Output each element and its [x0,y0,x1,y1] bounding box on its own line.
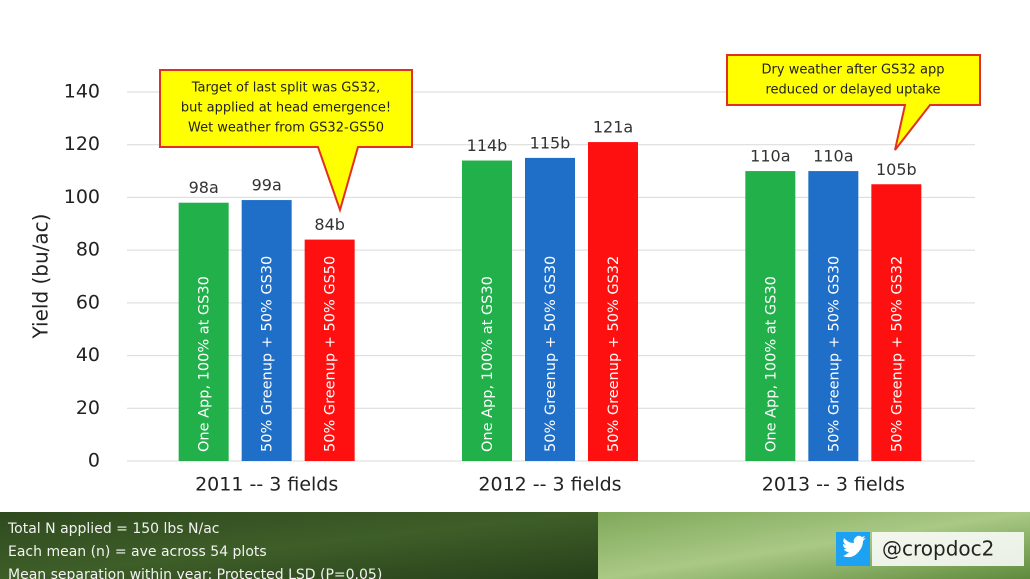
value-label: 110a [750,147,790,166]
bar-label: One App, 100% at GS30 [763,276,779,452]
value-label: 121a [593,118,633,137]
callout-box [726,54,981,151]
bar [588,142,638,462]
annotation-line: Target of last split was GS32, [191,81,381,96]
handle-box [872,532,1024,566]
value-label: 114b [467,136,508,155]
footer-note: Total N applied = 150 lbs N/ac [7,521,220,537]
y-axis-label: Yield (bu/ac) [29,214,53,340]
footer-photo [0,512,598,579]
plot-area: 0 20 40 60 80 100 120 140 2011 -- 3 fields 98a One… [64,81,975,496]
bar-label: 50% Greenup + 50% GS30 [260,256,276,452]
value-label: 98a [189,178,219,197]
value-label: 84b [314,215,345,234]
value-label: 110a [813,147,853,166]
bar [178,202,229,461]
bar-label: 50% Greenup + 50% GS30 [543,256,559,452]
bar-label: 50% Greenup + 50% GS30 [826,256,842,452]
footer: Total N applied = 150 lbs N/ac Each mean… [0,512,1030,579]
x-tick-label: 2011 -- 3 fields [195,474,338,496]
value-label: 99a [252,176,282,195]
callout: Target of last split was GS32, but appli… [159,69,413,214]
footer-note: Mean separation within year: Protected L… [8,567,382,579]
y-tick-label: 60 [76,291,100,313]
bar-label: 50% Greenup + 50% GS50 [323,256,339,452]
bar-label: One App, 100% at GS30 [197,276,213,452]
x-tick-label: 2013 -- 3 fields [762,474,905,496]
x-tick-label: 2012 -- 3 fields [478,474,621,496]
value-label: 105b [876,160,917,179]
bar [525,157,575,461]
bar-label: 50% Greenup + 50% GS32 [889,256,905,452]
footer-note: Each mean (n) = ave across 54 plots [8,544,267,560]
bar [808,171,859,462]
bar [304,239,355,461]
twitter-handle: @cropdoc2 [882,537,994,561]
y-tick-label: 120 [64,133,100,155]
annotation-line: Wet weather from GS32-GS50 [188,121,384,136]
y-tick-label: 100 [64,186,100,208]
y-tick-label: 20 [76,397,100,419]
value-label: 115b [530,133,571,152]
annotation-line: reduced or delayed uptake [765,83,940,98]
bar-label: One App, 100% at GS30 [480,276,496,452]
bar [871,184,922,461]
annotation-line: Dry weather after GS32 app [762,63,945,78]
y-tick-label: 80 [76,239,100,261]
callout-box [159,69,413,214]
bar [462,160,512,461]
callout: Dry weather after GS32 app reduced or de… [726,54,981,151]
bar [241,200,292,462]
bar-label: 50% Greenup + 50% GS32 [606,256,622,452]
annotation-line: but applied at head emergence! [181,101,391,116]
bar [745,171,796,462]
y-tick-label: 40 [76,344,100,366]
y-tick-label: 0 [88,450,100,472]
y-tick-label: 140 [64,81,100,103]
twitter-bird [843,535,866,558]
